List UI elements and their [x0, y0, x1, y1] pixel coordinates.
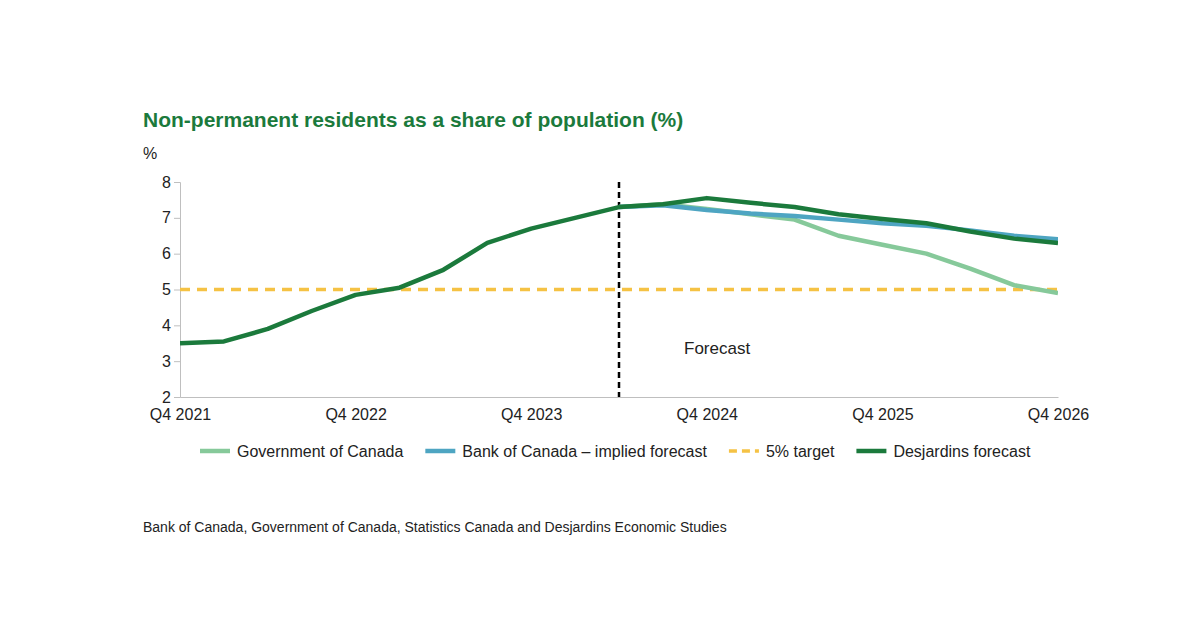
- x-tick-label: Q4 2026: [1028, 406, 1089, 423]
- legend-swatch: [856, 449, 886, 454]
- x-axis-line: [181, 397, 1059, 398]
- x-tick-label: Q4 2024: [677, 406, 738, 423]
- legend-label: 5% target: [766, 443, 835, 460]
- y-tick-mark: [174, 325, 180, 326]
- y-tick-label: 2: [162, 389, 171, 406]
- y-tick: 8: [162, 174, 180, 191]
- series-line: [180, 198, 1058, 343]
- y-tick: 2: [162, 389, 180, 406]
- y-tick-label: 8: [162, 174, 171, 191]
- title: Non-permanent residents as a share of po…: [143, 108, 683, 131]
- y-tick-mark: [174, 218, 180, 219]
- legend-label: Government of Canada: [237, 443, 403, 460]
- y-tick: 5: [162, 281, 180, 298]
- series-line: [180, 288, 1058, 292]
- legend-label: Desjardins forecast: [893, 443, 1031, 460]
- legend: Government of Canada Bank of Canada – imp…: [200, 443, 1031, 460]
- y-tick: 7: [162, 209, 180, 226]
- legend-swatch: [425, 449, 455, 454]
- legend-item: Bank of Canada – implied forecast: [425, 443, 707, 460]
- y-tick-label: 4: [162, 317, 171, 334]
- chart: Non-permanent residents as a share of po…: [0, 0, 1200, 620]
- y-tick-mark: [174, 254, 180, 255]
- x-tick-label: Q4 2022: [325, 406, 386, 423]
- legend-swatch: [200, 449, 230, 454]
- x-tick: Q4 2026: [1028, 406, 1089, 423]
- y-axis-line: [174, 183, 181, 398]
- legend-item: Government of Canada: [200, 443, 403, 460]
- x-tick-label: Q4 2023: [501, 406, 562, 423]
- y-tick-label: 3: [162, 353, 171, 370]
- y-tick: 4: [162, 317, 180, 334]
- x-tick: Q4 2022: [325, 406, 386, 423]
- y-tick: 6: [162, 245, 180, 262]
- y-axis: 2 3 4 5 6 7 8: [162, 174, 180, 406]
- x-tick: Q4 2024: [677, 406, 738, 423]
- y-tick-mark: [174, 361, 180, 362]
- y-axis-label: %: [143, 145, 157, 162]
- x-tick: Q4 2021: [150, 406, 211, 423]
- source: Bank of Canada, Government of Canada, St…: [143, 519, 727, 535]
- legend-swatch: [729, 449, 759, 453]
- y-tick-label: 5: [162, 281, 171, 298]
- x-tick: Q4 2025: [852, 406, 913, 423]
- forecast-divider: [618, 182, 621, 397]
- annotation: Forecast: [684, 339, 750, 358]
- y-tick-mark: [174, 182, 180, 183]
- x-tick-label: Q4 2021: [150, 406, 211, 423]
- x-tick: Q4 2023: [501, 406, 562, 423]
- x-axis: Q4 2021 Q4 2022 Q4 2023 Q4 2024 Q4 2025 Q4 20…: [150, 398, 1089, 424]
- y-tick-mark: [174, 397, 180, 398]
- y-tick-label: 6: [162, 245, 171, 262]
- legend-item: 5% target: [729, 443, 835, 460]
- y-tick-mark: [174, 290, 180, 291]
- x-tick-label: Q4 2025: [852, 406, 913, 423]
- plot-area: [180, 198, 1058, 343]
- y-tick: 3: [162, 353, 180, 370]
- legend-label: Bank of Canada – implied forecast: [462, 443, 707, 460]
- series-line: [619, 204, 1058, 293]
- legend-item: Desjardins forecast: [856, 443, 1031, 460]
- y-tick-label: 7: [162, 209, 171, 226]
